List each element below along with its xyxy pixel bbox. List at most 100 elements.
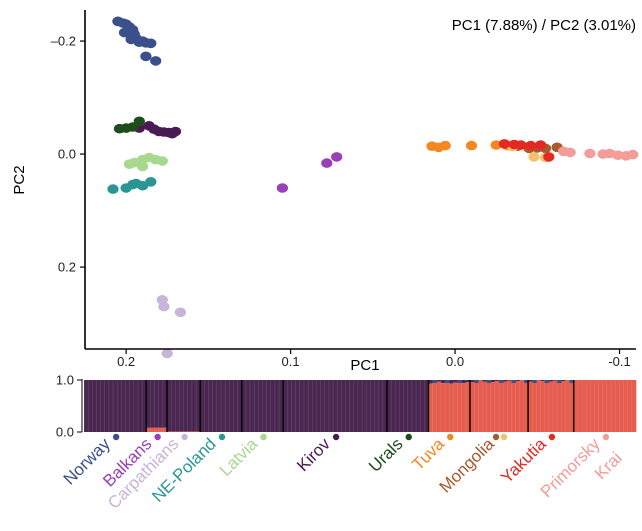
- bar-10-5-east: [594, 380, 599, 432]
- bar-1-4-east: [162, 427, 168, 432]
- bar-1-3-west: [158, 380, 164, 428]
- point-tuva-2: [439, 140, 451, 151]
- bar-4-2-west: [250, 380, 255, 432]
- bar-2-0-east: [167, 431, 172, 432]
- y-tick-label-1: 0.0: [58, 147, 76, 162]
- bar-4-1-west: [245, 380, 251, 432]
- bar-8-3-east: [482, 381, 487, 432]
- bar-7-3-east: [440, 383, 446, 432]
- point-kirov-7: [169, 126, 182, 137]
- bar-5-3-west: [295, 380, 301, 432]
- bar-6-4-west: [403, 380, 409, 432]
- bar-9-10-minor: [569, 380, 575, 383]
- bar-5-18-west: [357, 380, 363, 432]
- bar-1-2-west: [154, 380, 160, 428]
- point-primorsky-krai-7: [627, 149, 639, 160]
- bar-9-0-east: [528, 381, 533, 432]
- x-axis-title: PC1: [350, 357, 379, 374]
- pop-label-4: Latvia: [216, 434, 262, 480]
- bar-4-6-west: [266, 380, 272, 432]
- bar-0-1-west: [88, 380, 93, 432]
- bar-9-7-minor: [557, 380, 562, 383]
- bar-5-0-west: [283, 380, 288, 432]
- point-ne-poland-4: [130, 178, 142, 189]
- bar-9-0-west: [528, 380, 533, 382]
- bar-8-11-east: [515, 381, 521, 432]
- bar-5-13-west: [337, 380, 342, 432]
- bar-10-7-east: [602, 380, 608, 432]
- bar-4-5-west: [262, 380, 267, 432]
- point-norway-12: [145, 38, 157, 49]
- bar-2-3-west: [179, 380, 184, 432]
- bar-4-0-west: [241, 380, 247, 432]
- bar-8-12-east: [519, 380, 525, 432]
- pop-label-9: Yakutia: [497, 434, 550, 487]
- pca-points: [107, 16, 639, 359]
- bar-9-2-east: [536, 380, 541, 432]
- bar-0-13-west: [137, 380, 143, 432]
- bar-9-8-east: [561, 381, 566, 432]
- point-norway-14: [150, 56, 162, 66]
- bar-2-6-east: [191, 431, 197, 432]
- bar-3-2-west: [208, 380, 213, 432]
- pop-dot-5: [332, 433, 340, 441]
- bar-7-1-east: [432, 382, 438, 432]
- pop-dot-0: [112, 433, 120, 441]
- pop-dot-8a: [492, 433, 500, 441]
- pop-dot-3: [218, 433, 226, 441]
- bar-0-14-west: [142, 380, 147, 432]
- bar-9-4-minor: [544, 380, 550, 383]
- bar-2-7-east: [196, 431, 201, 432]
- bar-3-1-west: [204, 380, 209, 432]
- bar-5-8-west: [316, 380, 321, 432]
- bar-10-4-east: [590, 380, 595, 432]
- bar-3-6-west: [225, 380, 230, 432]
- bar-10-2-east: [582, 380, 587, 432]
- bar-1-4-west: [162, 380, 168, 428]
- bar-0-6-west: [108, 380, 114, 432]
- bar-6-6-west: [411, 380, 417, 432]
- bar-10-13-east: [627, 380, 633, 432]
- bar-9-9-east: [565, 380, 570, 432]
- point-primorsky-krai-2: [584, 148, 596, 159]
- bar-10-6-east: [598, 380, 604, 432]
- bar-9-4-east: [544, 380, 550, 432]
- admix-y-tick-label-1: 0.0: [56, 425, 74, 440]
- bar-2-1-west: [171, 380, 176, 432]
- bar-8-10-east: [511, 382, 516, 432]
- pop-dot-7: [447, 433, 454, 441]
- bar-6-8-west: [420, 380, 425, 432]
- bar-9-1-east: [532, 380, 537, 432]
- bar-7-3-west: [440, 380, 446, 384]
- bar-6-3-west: [399, 380, 404, 432]
- bar-5-6-west: [308, 380, 313, 432]
- bar-0-8-west: [117, 380, 122, 432]
- bar-0-9-west: [121, 380, 126, 432]
- bar-5-24-west: [382, 380, 388, 432]
- pop-dot-4: [260, 433, 267, 441]
- x-tick-label-1: 0.1: [282, 354, 300, 369]
- bar-6-2-west: [395, 380, 400, 432]
- bar-0-5-west: [104, 380, 110, 432]
- pop-dot-10: [602, 433, 610, 441]
- bar-4-9-west: [279, 380, 284, 432]
- bar-5-21-west: [370, 380, 375, 432]
- bar-5-5-west: [303, 380, 309, 432]
- bar-7-6-west: [453, 380, 458, 383]
- bar-7-4-minor: [445, 380, 450, 383]
- bar-8-5-west: [490, 380, 496, 383]
- population-dividers: [145, 380, 575, 432]
- pop-dot-2: [181, 433, 188, 441]
- point-yakutia-4: [535, 140, 547, 150]
- pop-label-6: Urals: [365, 434, 406, 475]
- bar-7-9-west: [465, 380, 471, 383]
- bar-7-5-east: [449, 383, 454, 432]
- bar-2-5-east: [187, 431, 193, 432]
- variance-annotation: PC1 (7.88%) / PC2 (3.01%): [452, 17, 636, 34]
- bar-9-6-east: [552, 380, 558, 432]
- bar-3-0-west: [200, 380, 205, 432]
- bar-8-2-east: [478, 380, 483, 432]
- point-yakutia-3: [525, 140, 537, 151]
- bar-0-11-west: [129, 380, 135, 432]
